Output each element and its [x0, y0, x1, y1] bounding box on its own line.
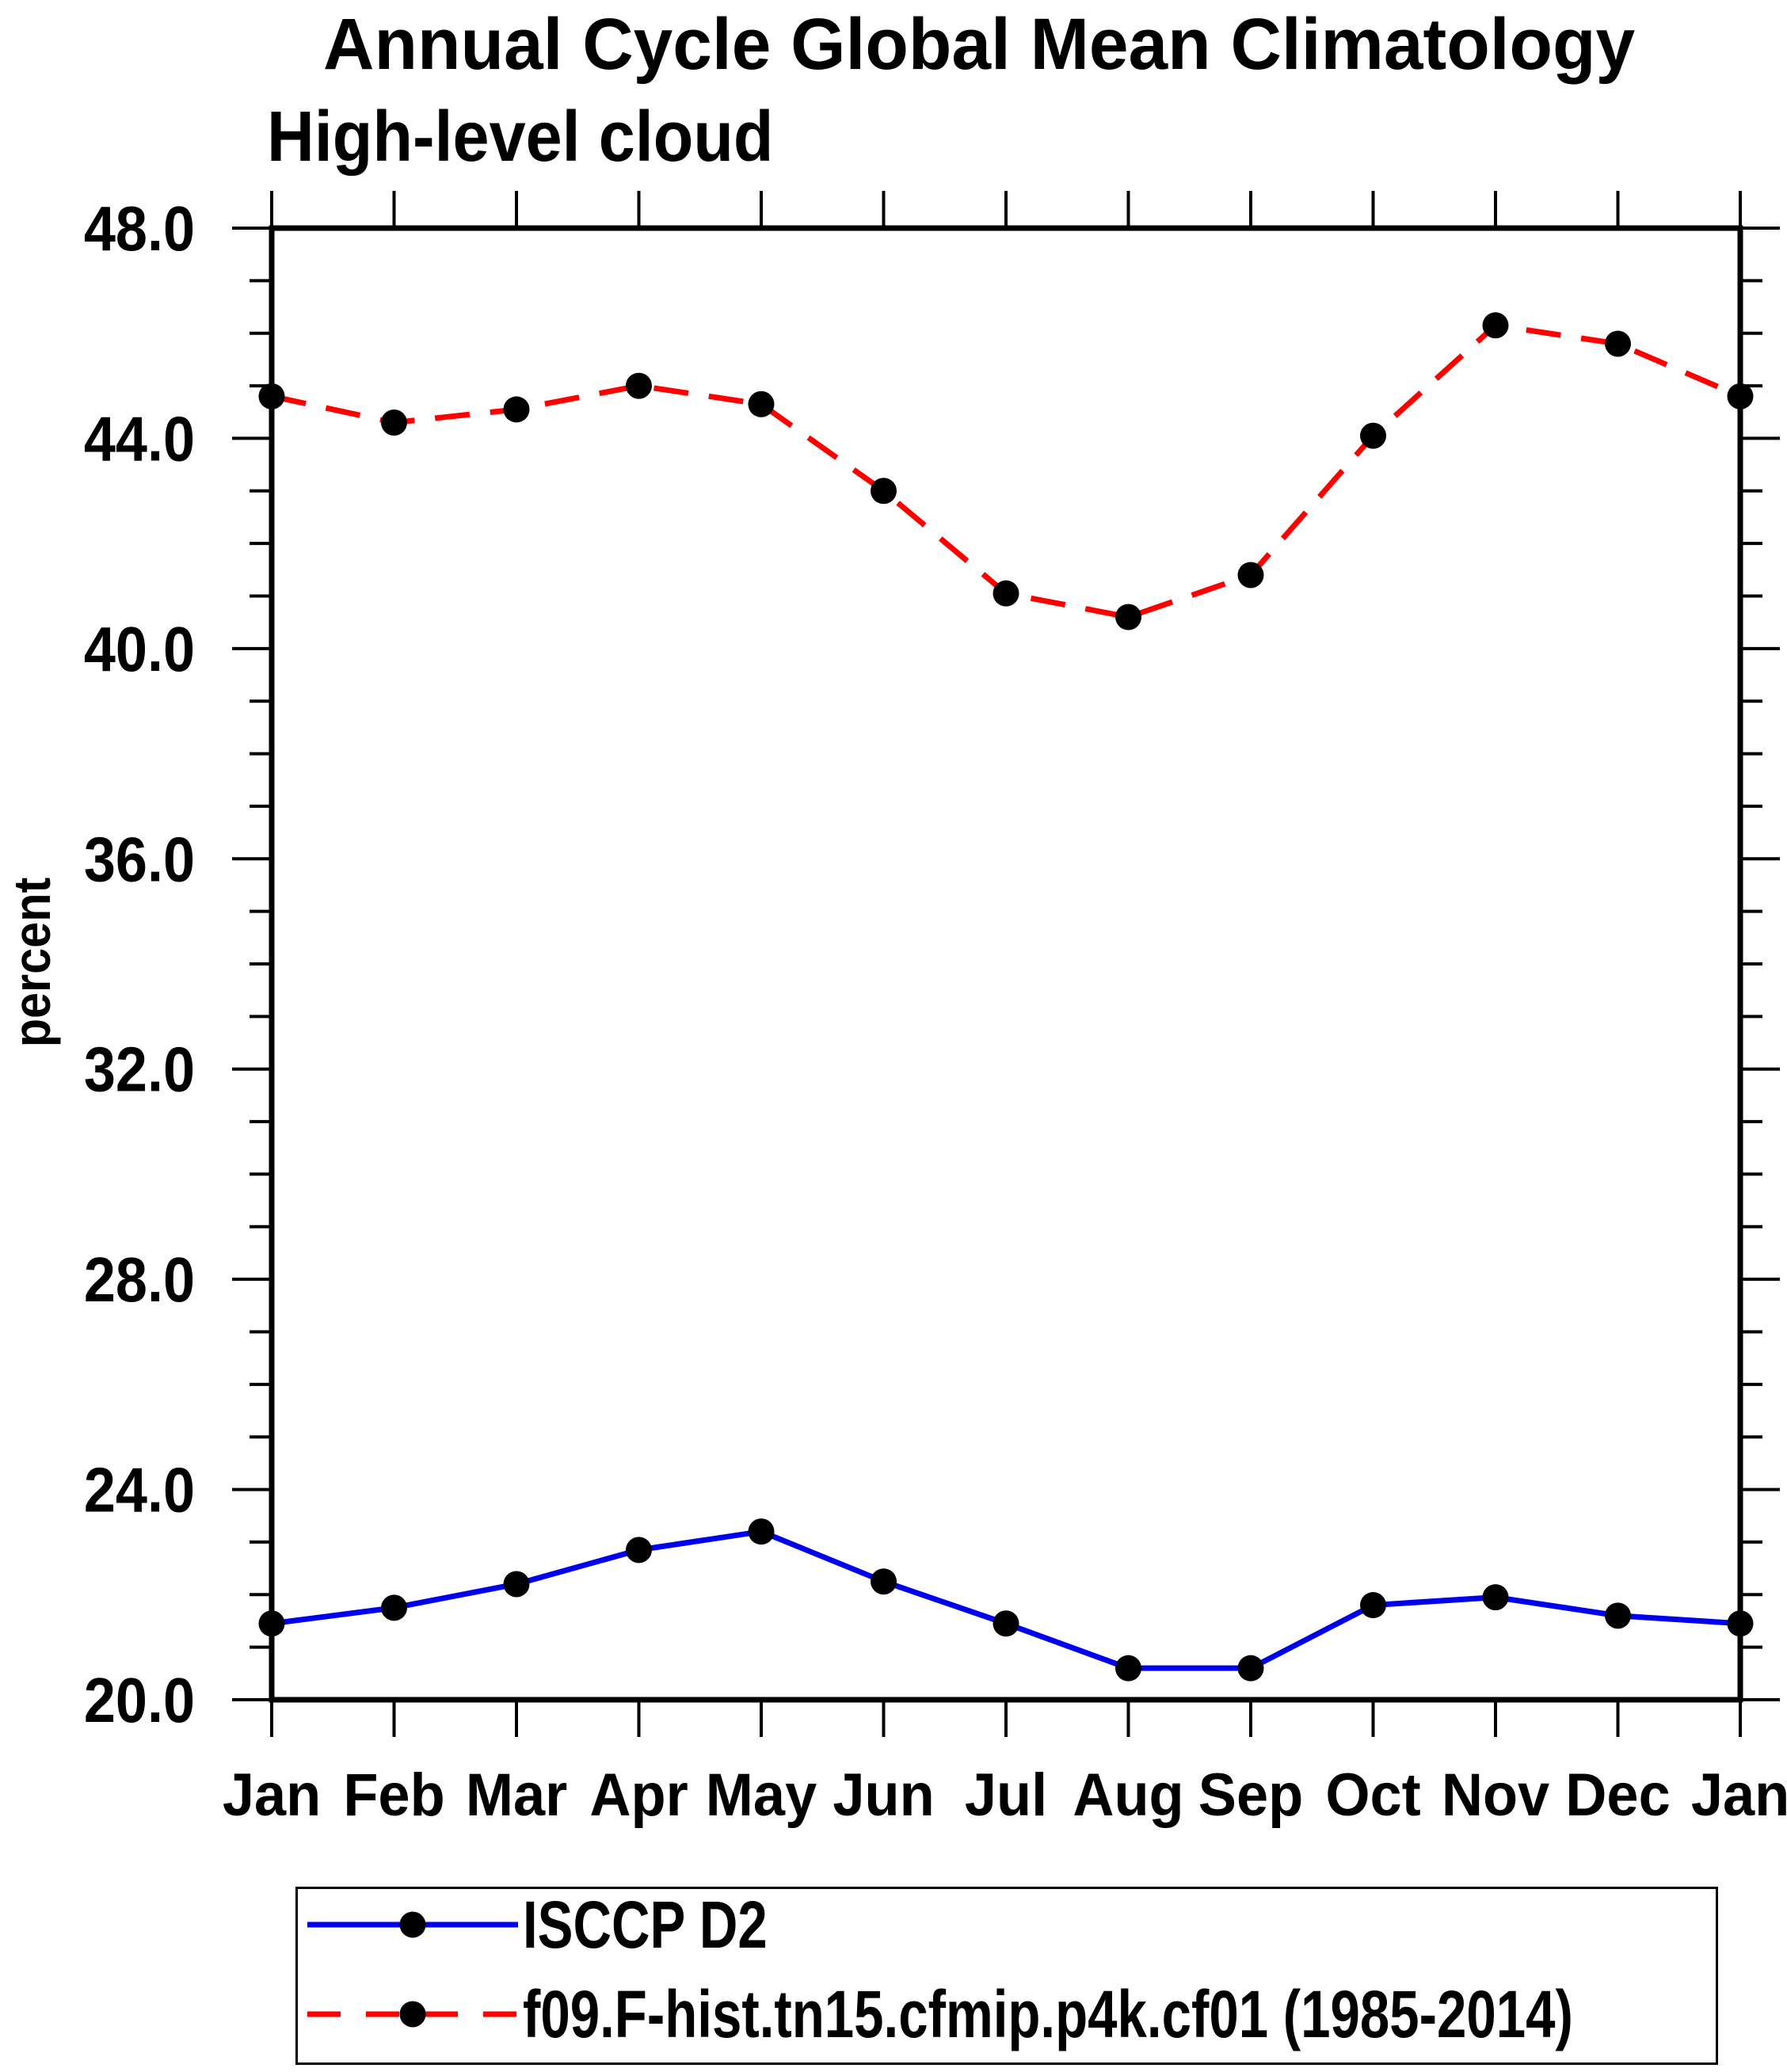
data-point-marker — [748, 390, 775, 417]
data-point-marker — [993, 580, 1019, 607]
x-tick-label: Feb — [343, 1761, 444, 1828]
data-point-marker — [626, 1537, 652, 1564]
series-line-0 — [271, 1529, 1741, 1671]
data-point-marker — [871, 478, 897, 505]
data-point-marker — [1360, 1592, 1386, 1619]
x-tick-label: Mar — [466, 1761, 567, 1828]
data-point-marker — [1360, 422, 1386, 449]
y-tick-label: 44.0 — [84, 404, 195, 474]
data-point-marker — [626, 372, 652, 399]
x-tick-label: May — [706, 1761, 817, 1828]
x-tick-label: Dec — [1565, 1761, 1670, 1828]
data-point-marker — [993, 1610, 1019, 1637]
legend-sample-marker — [399, 1911, 426, 1938]
data-point-marker — [503, 1571, 530, 1598]
x-tick-label: Nov — [1442, 1761, 1549, 1828]
series-line-1 — [271, 322, 1742, 620]
data-point-marker — [1115, 604, 1141, 630]
legend-line-sample-dashed — [307, 2001, 518, 2028]
legend-label: ISCCP D2 — [523, 1887, 768, 1962]
data-point-marker — [381, 1594, 407, 1621]
data-point-marker — [258, 1610, 285, 1637]
data-point-marker — [1237, 1655, 1264, 1682]
data-point-marker — [381, 409, 407, 436]
x-tick-label: Jan — [1691, 1761, 1787, 1828]
data-point-marker — [1237, 562, 1264, 588]
y-tick-label: 32.0 — [84, 1034, 195, 1105]
data-point-marker — [1727, 383, 1754, 409]
x-tick-label: Oct — [1325, 1761, 1420, 1828]
y-tick-label: 36.0 — [84, 825, 195, 895]
data-point-marker — [258, 383, 285, 409]
y-tick-label: 20.0 — [84, 1666, 195, 1736]
data-point-marker — [1482, 1584, 1509, 1611]
legend-row: ISCCP D2 — [301, 1887, 829, 1962]
chart-title: Annual Cycle Global Mean Climatology — [323, 4, 1636, 85]
legend: ISCCP D2 f09.F-hist.tn15.cfmip.p4k.cf01 … — [295, 1887, 1718, 2065]
x-tick-label: Apr — [589, 1761, 688, 1828]
y-tick-label: 24.0 — [84, 1455, 195, 1525]
data-point-marker — [1115, 1655, 1141, 1682]
legend-line-sample-solid — [307, 1911, 518, 1938]
data-point-marker — [1605, 1602, 1631, 1629]
y-tick-label: 28.0 — [84, 1245, 195, 1316]
legend-label: f09.F-hist.tn15.cfmip.p4k.cf01 (1985-201… — [523, 1976, 1573, 2051]
legend-row: f09.F-hist.tn15.cfmip.p4k.cf01 (1985-201… — [301, 1977, 1787, 2051]
x-tick-label: Sep — [1198, 1761, 1303, 1828]
x-tick-label: Aug — [1073, 1761, 1183, 1828]
data-point-marker — [1727, 1610, 1754, 1637]
x-tick-label: Jul — [965, 1761, 1047, 1828]
data-point-marker — [871, 1568, 897, 1595]
data-point-marker — [748, 1518, 775, 1545]
data-point-marker — [1605, 330, 1631, 357]
chart-subtitle: High-level cloud — [267, 97, 774, 177]
legend-sample-marker — [399, 2001, 426, 2028]
data-point-marker — [1482, 312, 1509, 339]
x-tick-label: Jun — [833, 1761, 934, 1828]
y-tick-label: 40.0 — [84, 614, 195, 684]
x-tick-label: Jan — [223, 1761, 321, 1828]
y-tick-label: 48.0 — [84, 194, 195, 265]
data-point-marker — [503, 396, 530, 423]
plot-frame — [269, 225, 1743, 1703]
